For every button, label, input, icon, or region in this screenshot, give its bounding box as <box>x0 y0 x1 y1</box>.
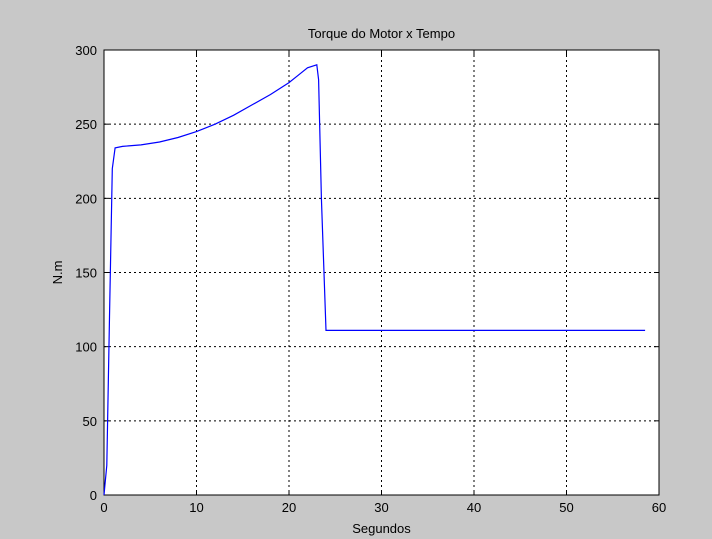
x-axis-label: Segundos <box>352 521 411 536</box>
y-tick-label: 0 <box>90 488 97 503</box>
y-tick-label: 200 <box>75 191 97 206</box>
series-line <box>103 64 646 496</box>
y-tick-label: 250 <box>75 117 97 132</box>
y-axis-label: N.m <box>50 261 65 285</box>
y-tick-label: 300 <box>75 43 97 58</box>
y-tick-label: 50 <box>83 414 97 429</box>
x-tick-label: 20 <box>282 500 296 515</box>
chart-title: Torque do Motor x Tempo <box>308 26 455 41</box>
y-tick-label: 150 <box>75 266 97 281</box>
series-group <box>103 64 646 496</box>
x-tick-label: 30 <box>374 500 388 515</box>
axis-ticks: 0 10 20 30 40 50 60 0 50 100 150 200 250 300 <box>75 43 666 515</box>
x-tick-label: 0 <box>100 500 107 515</box>
y-tick-label: 100 <box>75 340 97 355</box>
x-tick-label: 50 <box>559 500 573 515</box>
x-tick-label: 40 <box>467 500 481 515</box>
x-tick-label: 60 <box>652 500 666 515</box>
grid-lines <box>104 50 659 495</box>
x-tick-label: 10 <box>189 500 203 515</box>
